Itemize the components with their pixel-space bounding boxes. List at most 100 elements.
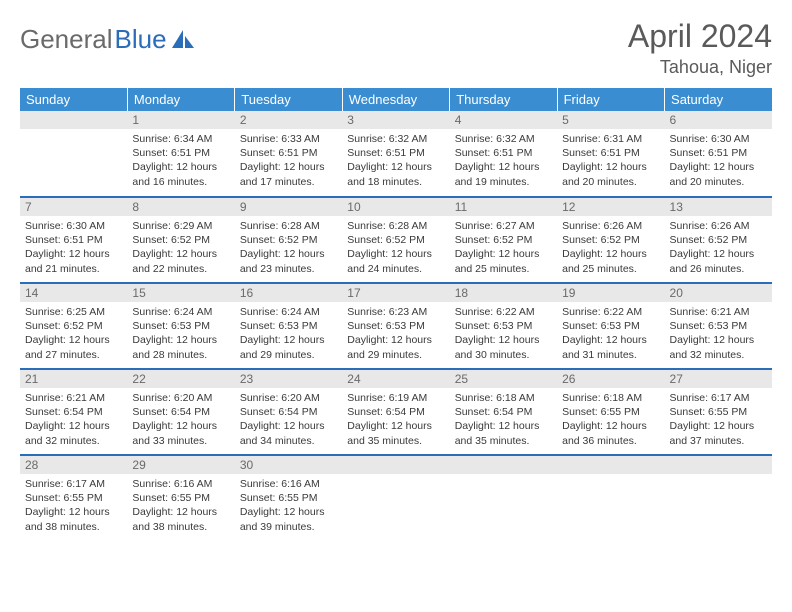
calendar-cell [665,455,772,541]
sunset-text: Sunset: 6:53 PM [455,319,552,333]
day-detail: Sunrise: 6:33 AMSunset: 6:51 PMDaylight:… [235,129,342,193]
day-number: 29 [127,456,234,474]
day-number [450,456,557,474]
daylight-text: Daylight: 12 hours and 24 minutes. [347,247,444,275]
day-number: 10 [342,198,449,216]
sunset-text: Sunset: 6:51 PM [132,146,229,160]
calendar-cell: 14Sunrise: 6:25 AMSunset: 6:52 PMDayligh… [20,283,127,369]
sunrise-text: Sunrise: 6:16 AM [132,477,229,491]
daylight-text: Daylight: 12 hours and 39 minutes. [240,505,337,533]
calendar-cell: 20Sunrise: 6:21 AMSunset: 6:53 PMDayligh… [665,283,772,369]
day-detail: Sunrise: 6:20 AMSunset: 6:54 PMDaylight:… [127,388,234,452]
day-number: 3 [342,111,449,129]
daylight-text: Daylight: 12 hours and 30 minutes. [455,333,552,361]
daylight-text: Daylight: 12 hours and 29 minutes. [240,333,337,361]
calendar-cell: 4Sunrise: 6:32 AMSunset: 6:51 PMDaylight… [450,111,557,197]
day-detail: Sunrise: 6:18 AMSunset: 6:55 PMDaylight:… [557,388,664,452]
calendar-cell [20,111,127,197]
day-detail: Sunrise: 6:16 AMSunset: 6:55 PMDaylight:… [235,474,342,538]
day-detail [342,474,449,534]
day-detail: Sunrise: 6:34 AMSunset: 6:51 PMDaylight:… [127,129,234,193]
day-detail: Sunrise: 6:28 AMSunset: 6:52 PMDaylight:… [235,216,342,280]
calendar-cell: 18 Sunrise: 6:22 AMSunset: 6:53 PMDayligh… [450,283,557,369]
sunrise-text: Sunrise: 6:34 AM [132,132,229,146]
weekday-header: Wednesday [342,88,449,111]
calendar-cell: 26Sunrise: 6:18 AMSunset: 6:55 PMDayligh… [557,369,664,455]
day-detail: Sunrise: 6:16 AMSunset: 6:55 PMDaylight:… [127,474,234,538]
header: GeneralBlue April 2024 Tahoua, Niger [20,18,772,78]
day-detail: Sunrise: 6:31 AMSunset: 6:51 PMDaylight:… [557,129,664,193]
day-number [20,111,127,129]
daylight-text: Daylight: 12 hours and 38 minutes. [132,505,229,533]
sunrise-text: Sunrise: 6:32 AM [347,132,444,146]
daylight-text: Daylight: 12 hours and 35 minutes. [455,419,552,447]
location-label: Tahoua, Niger [628,57,772,78]
day-number: 30 [235,456,342,474]
daylight-text: Daylight: 12 hours and 33 minutes. [132,419,229,447]
brand-part1: General [20,24,113,55]
sunrise-text: Sunrise: 6:18 AM [455,391,552,405]
day-number: 16 [235,284,342,302]
sunset-text: Sunset: 6:54 PM [132,405,229,419]
sunrise-text: Sunrise: 6:31 AM [562,132,659,146]
sunrise-text: Sunrise: 6:28 AM [347,219,444,233]
sunrise-text: Sunrise: 6:28 AM [240,219,337,233]
calendar-cell: 2Sunrise: 6:33 AMSunset: 6:51 PMDaylight… [235,111,342,197]
sunrise-text: Sunrise: 6:20 AM [240,391,337,405]
calendar-cell: 29Sunrise: 6:16 AMSunset: 6:55 PMDayligh… [127,455,234,541]
sunrise-text: Sunrise: 6:20 AM [132,391,229,405]
calendar-cell: 22Sunrise: 6:20 AMSunset: 6:54 PMDayligh… [127,369,234,455]
sunrise-text: Sunrise: 6:24 AM [240,305,337,319]
sunrise-text: Sunrise: 6:23 AM [347,305,444,319]
day-number: 19 [557,284,664,302]
daylight-text: Daylight: 12 hours and 20 minutes. [670,160,767,188]
sunset-text: Sunset: 6:51 PM [240,146,337,160]
calendar-cell: 17Sunrise: 6:23 AMSunset: 6:53 PMDayligh… [342,283,449,369]
sunset-text: Sunset: 6:52 PM [240,233,337,247]
calendar-cell: 1Sunrise: 6:34 AMSunset: 6:51 PMDaylight… [127,111,234,197]
calendar-cell [557,455,664,541]
daylight-text: Daylight: 12 hours and 17 minutes. [240,160,337,188]
sunrise-text: Sunrise: 6:30 AM [670,132,767,146]
day-number: 11 [450,198,557,216]
sunrise-text: Sunrise: 6:17 AM [25,477,122,491]
day-detail: Sunrise: 6:21 AMSunset: 6:53 PMDaylight:… [665,302,772,366]
sunset-text: Sunset: 6:52 PM [132,233,229,247]
day-number: 13 [665,198,772,216]
day-number: 18 [450,284,557,302]
sunrise-text: Sunrise: 6:29 AM [132,219,229,233]
day-detail: Sunrise: 6:20 AMSunset: 6:54 PMDaylight:… [235,388,342,452]
calendar-cell: 12Sunrise: 6:26 AMSunset: 6:52 PMDayligh… [557,197,664,283]
day-detail: Sunrise: 6:32 AMSunset: 6:51 PMDaylight:… [450,129,557,193]
day-number: 12 [557,198,664,216]
sunrise-text: Sunrise: 6:19 AM [347,391,444,405]
day-detail: Sunrise: 6:30 AMSunset: 6:51 PMDaylight:… [665,129,772,193]
sunrise-text: Sunrise: 6:26 AM [562,219,659,233]
sunset-text: Sunset: 6:51 PM [455,146,552,160]
day-number: 17 [342,284,449,302]
sunset-text: Sunset: 6:54 PM [240,405,337,419]
day-number [557,456,664,474]
day-detail: Sunrise: 6:26 AMSunset: 6:52 PMDaylight:… [557,216,664,280]
day-number: 27 [665,370,772,388]
day-detail: Sunrise: 6:22 AMSunset: 6:53 PMDaylight:… [557,302,664,366]
day-number: 4 [450,111,557,129]
sunrise-text: Sunrise: 6:33 AM [240,132,337,146]
day-number: 9 [235,198,342,216]
day-number: 22 [127,370,234,388]
day-detail [450,474,557,534]
sunrise-text: Sunrise: 6:22 AM [455,305,552,319]
sunset-text: Sunset: 6:53 PM [347,319,444,333]
daylight-text: Daylight: 12 hours and 37 minutes. [670,419,767,447]
sunset-text: Sunset: 6:55 PM [25,491,122,505]
sunrise-text: Sunrise: 6:18 AM [562,391,659,405]
month-title: April 2024 [628,18,772,55]
day-number [342,456,449,474]
sunrise-text: Sunrise: 6:32 AM [455,132,552,146]
calendar-cell: 5Sunrise: 6:31 AMSunset: 6:51 PMDaylight… [557,111,664,197]
calendar-cell: 15Sunrise: 6:24 AMSunset: 6:53 PMDayligh… [127,283,234,369]
sunset-text: Sunset: 6:55 PM [670,405,767,419]
day-number: 25 [450,370,557,388]
calendar-cell: 23Sunrise: 6:20 AMSunset: 6:54 PMDayligh… [235,369,342,455]
sunrise-text: Sunrise: 6:27 AM [455,219,552,233]
